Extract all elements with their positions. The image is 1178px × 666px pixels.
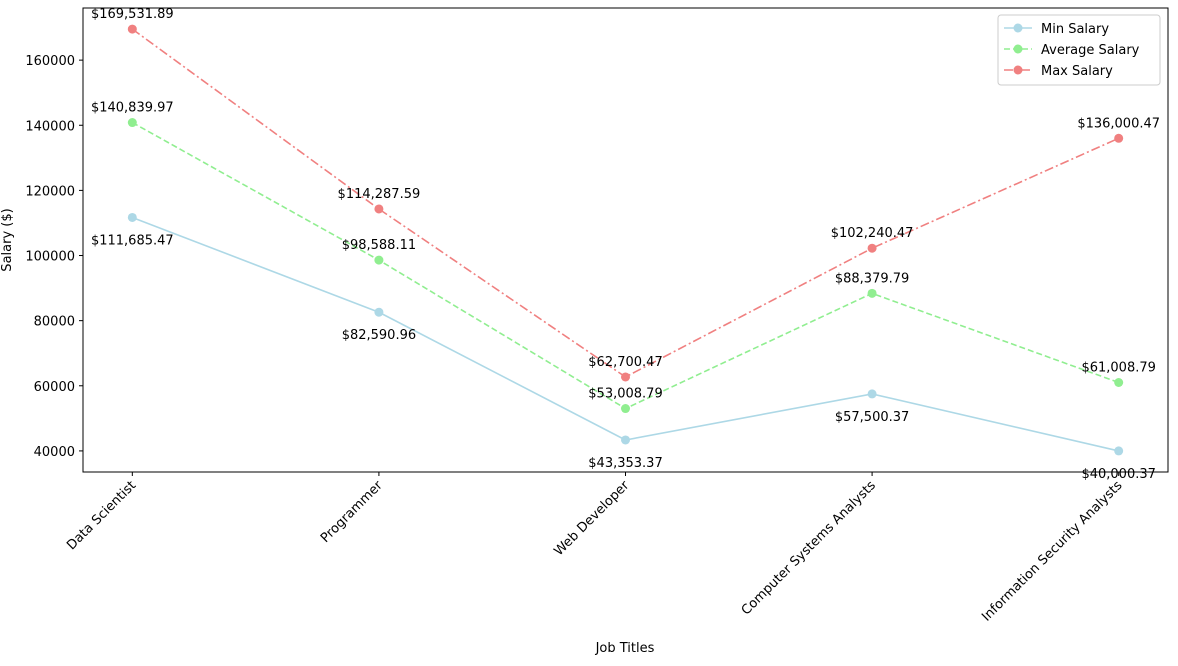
data-point bbox=[374, 255, 384, 265]
data-point bbox=[127, 24, 137, 34]
y-tick-label: 160000 bbox=[25, 54, 75, 69]
legend-label: Max Salary bbox=[1041, 64, 1113, 79]
y-tick-label: 60000 bbox=[34, 380, 75, 395]
data-point bbox=[621, 372, 630, 382]
data-label: $136,000.47 bbox=[1077, 116, 1160, 131]
data-point bbox=[374, 204, 384, 214]
data-point bbox=[127, 212, 137, 222]
data-point bbox=[1114, 377, 1124, 387]
data-label: $102,240.47 bbox=[831, 226, 914, 241]
legend-marker bbox=[1013, 65, 1023, 75]
data-label: $114,287.59 bbox=[338, 187, 421, 202]
y-tick-label: 80000 bbox=[34, 315, 75, 330]
series-line bbox=[131, 28, 1120, 378]
data-point bbox=[1114, 133, 1124, 143]
data-label: $82,590.96 bbox=[342, 328, 416, 343]
y-tick-label: 140000 bbox=[25, 119, 75, 134]
x-tick-label: Information Security Analysts bbox=[979, 478, 1125, 624]
legend-label: Min Salary bbox=[1041, 22, 1109, 37]
data-label: $140,839.97 bbox=[91, 101, 174, 116]
x-tick-label: Programmer bbox=[318, 478, 386, 546]
data-label: $62,700.47 bbox=[588, 355, 662, 370]
data-label: $111,685.47 bbox=[91, 233, 174, 248]
legend-marker bbox=[1013, 44, 1023, 54]
data-point bbox=[374, 307, 384, 317]
x-tick-label: Web Developer bbox=[551, 478, 632, 559]
data-label: $169,531.89 bbox=[91, 7, 174, 22]
data-point bbox=[127, 118, 137, 128]
data-label: $53,008.79 bbox=[588, 387, 662, 402]
legend-marker bbox=[1013, 23, 1023, 33]
series-line bbox=[132, 216, 1119, 452]
data-point bbox=[867, 288, 877, 298]
data-point bbox=[867, 389, 877, 399]
y-tick-label: 100000 bbox=[25, 250, 75, 265]
x-tick-label: Data Scientist bbox=[64, 478, 139, 553]
data-point bbox=[621, 435, 630, 445]
x-tick-label: Computer Systems Analysts bbox=[739, 478, 879, 618]
data-point bbox=[867, 243, 877, 253]
y-tick-label: 120000 bbox=[25, 184, 75, 199]
y-tick-label: 40000 bbox=[34, 445, 75, 460]
data-label: $43,353.37 bbox=[588, 456, 662, 471]
y-axis-label: Salary ($) bbox=[0, 208, 15, 271]
data-label: $88,379.79 bbox=[835, 271, 909, 286]
data-label: $57,500.37 bbox=[835, 410, 909, 425]
data-label: $61,008.79 bbox=[1081, 360, 1155, 375]
legend-box bbox=[997, 14, 1161, 86]
data-point bbox=[1114, 446, 1124, 456]
data-label: $98,588.11 bbox=[342, 238, 416, 253]
legend-label: Average Salary bbox=[1041, 43, 1140, 58]
data-point bbox=[621, 404, 630, 414]
data-label: $40,000.37 bbox=[1081, 467, 1155, 482]
x-axis-label: Job Titles bbox=[595, 641, 655, 656]
